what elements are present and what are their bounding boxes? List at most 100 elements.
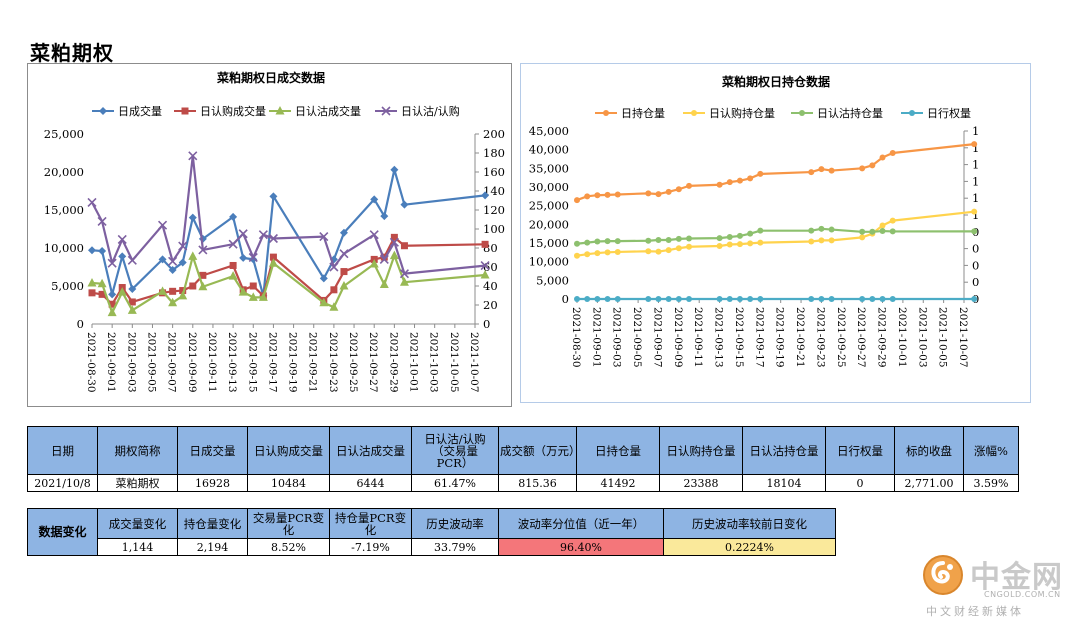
change-header: 历史波动率较前日变化 — [663, 508, 836, 539]
data-point — [736, 232, 743, 239]
x-tick-label: 2021-09-27 — [367, 332, 379, 393]
data-point — [869, 162, 876, 169]
cngold-watermark: 中金网 CNGOLD.COM.CN 中文财经新媒体 — [920, 550, 1070, 620]
data-point — [481, 240, 489, 248]
data-point — [808, 227, 815, 234]
y-right-tick-label: 1 — [972, 158, 979, 172]
y-right-tick-label: 0 — [972, 258, 979, 272]
summary-cell: 10484 — [247, 474, 330, 492]
data-point — [128, 298, 136, 306]
data-point — [88, 246, 96, 255]
series-1 — [574, 141, 978, 204]
data-point — [370, 195, 379, 204]
data-point — [228, 271, 238, 280]
data-point — [726, 234, 733, 241]
x-tick-label: 2021-09-25 — [347, 332, 359, 393]
y-right-tick-label: 1 — [972, 141, 979, 155]
legend-item: 日认购成交量 — [174, 104, 266, 118]
data-point — [258, 230, 268, 240]
summary-cell: 3.59% — [963, 474, 1019, 492]
data-point — [228, 239, 238, 249]
legend-item: 日行权量 — [901, 107, 971, 120]
data-point — [258, 292, 268, 301]
data-point — [604, 191, 611, 198]
data-point — [665, 188, 672, 195]
x-tick-label: 2021-09-05 — [145, 332, 157, 393]
data-point — [269, 253, 277, 261]
data-point — [971, 208, 978, 215]
data-point — [269, 192, 278, 201]
data-point — [614, 248, 621, 255]
x-tick-label: 2021-10-05 — [448, 332, 460, 393]
y-right-tick-label: 180 — [483, 146, 505, 160]
data-point — [645, 190, 652, 197]
data-point — [380, 212, 389, 221]
y-right-tick-label: 100 — [483, 222, 505, 236]
data-point — [808, 238, 815, 245]
legend-marker — [603, 110, 609, 116]
legend-label: 日成交量 — [118, 104, 162, 118]
data-point — [716, 181, 723, 188]
x-tick-label: 2021-09-27 — [855, 307, 867, 368]
summary-header: 期权简称 — [97, 426, 178, 475]
data-point — [665, 247, 672, 254]
y-right-tick-label: 0 — [972, 242, 979, 256]
data-point — [859, 234, 866, 241]
data-point — [971, 296, 978, 302]
summary-header: 日行权量 — [825, 426, 895, 475]
data-point — [248, 252, 258, 263]
data-point — [655, 248, 662, 255]
y-right-tick-label: 160 — [483, 165, 505, 179]
data-point — [808, 169, 815, 176]
data-point — [248, 292, 258, 301]
legend-label: 日认沽/认购 — [401, 104, 460, 118]
data-point — [716, 296, 723, 302]
data-point — [117, 287, 127, 296]
data-point — [481, 191, 490, 200]
x-tick-label: 2021-09-07 — [166, 332, 178, 393]
data-point — [665, 296, 672, 302]
x-tick-label: 2021-10-03 — [916, 307, 928, 368]
x-tick-label: 2021-09-13 — [713, 307, 725, 368]
data-point — [390, 165, 399, 174]
y-right-tick-label: 120 — [483, 203, 505, 217]
chart-title: 菜粕期权日持仓数据 — [721, 74, 830, 89]
watermark-domain: CNGOLD.COM.CN — [984, 590, 1061, 599]
volume-pcr-change-cell: 8.52% — [247, 538, 330, 556]
data-point — [747, 296, 754, 302]
x-tick-label: 2021-09-09 — [672, 307, 684, 368]
data-point — [889, 217, 896, 224]
x-tick-label: 2021-09-01 — [105, 332, 117, 393]
data-point — [818, 296, 825, 302]
legend-marker — [909, 110, 915, 116]
data-point — [889, 228, 896, 235]
data-point — [188, 213, 197, 222]
data-point — [736, 241, 743, 248]
data-point — [198, 245, 208, 255]
summary-data-row: 2021/10/8 菜粕期权 16928 10484 6444 61.47% 815.36 4… — [27, 474, 1019, 492]
change-header: 交易量PCR变化 — [247, 508, 330, 539]
data-point — [859, 296, 866, 302]
x-tick-label: 2021-09-19 — [774, 307, 786, 368]
data-point — [655, 191, 662, 198]
data-point — [971, 228, 978, 235]
data-point — [157, 220, 168, 230]
y-left-tick-label: 0 — [77, 317, 84, 331]
data-point — [238, 287, 248, 296]
summary-cell: 0 — [825, 474, 895, 492]
series-3 — [87, 250, 490, 317]
data-point — [828, 167, 835, 174]
y-right-tick-label: 1 — [972, 124, 979, 138]
data-point — [198, 281, 208, 291]
y-left-tick-label: 25,000 — [529, 199, 569, 213]
data-point — [98, 247, 107, 256]
watermark-brand: 中金网 — [970, 560, 1063, 595]
watermark-slogan: 中文财经新媒体 — [926, 605, 1024, 618]
data-point — [594, 296, 601, 302]
change-header: 持仓量PCR变化 — [329, 508, 412, 539]
x-tick-label: 2021-09-01 — [590, 307, 602, 368]
legend-marker — [99, 107, 107, 115]
x-tick-label: 2021-09-11 — [206, 332, 218, 393]
